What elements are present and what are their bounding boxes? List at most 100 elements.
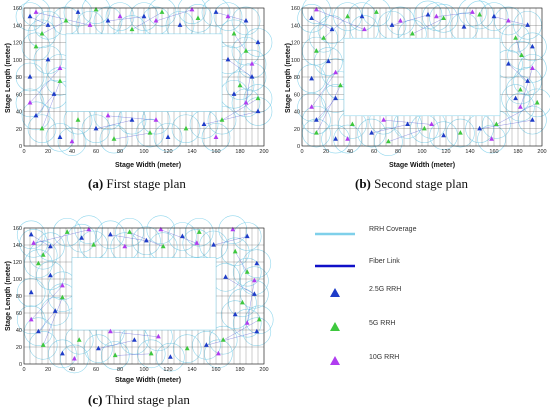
triangle-blue-icon bbox=[330, 288, 340, 297]
axes-frame bbox=[23, 227, 265, 365]
y-tick-label: 120 bbox=[13, 260, 22, 266]
rrh-marker bbox=[254, 328, 260, 334]
legend-label: RRH Coverage bbox=[369, 226, 417, 233]
coverage-circle bbox=[232, 308, 262, 338]
fiber-link bbox=[35, 94, 55, 116]
rrh-marker bbox=[148, 350, 154, 356]
fiber-link bbox=[316, 85, 341, 134]
coverage-circle bbox=[28, 240, 58, 270]
rrh-marker bbox=[156, 333, 161, 339]
rrh-marker bbox=[530, 43, 535, 49]
chart-panel-a: 0 20 40 60 80 100 120 140 160 180 200 0 20 40 60 80 100 1… bbox=[5, 0, 273, 169]
axes-frame bbox=[23, 7, 265, 147]
rrh-marker bbox=[31, 240, 36, 245]
rrh-marker bbox=[252, 277, 257, 283]
rrh-marker bbox=[309, 75, 314, 81]
rrh-marker bbox=[168, 354, 173, 359]
x-tick-label: 0 bbox=[22, 149, 25, 155]
open-area bbox=[65, 33, 223, 112]
rrh-marker bbox=[69, 138, 75, 144]
rrh-marker bbox=[28, 316, 34, 322]
coverage-circle bbox=[518, 105, 547, 135]
x-tick-label: 0 bbox=[22, 367, 25, 373]
coverage-circle bbox=[28, 331, 58, 360]
rrh-marker bbox=[64, 229, 70, 234]
coverage-circle bbox=[477, 124, 506, 154]
fiber-link bbox=[479, 119, 533, 129]
y-tick-label: 60 bbox=[294, 92, 300, 98]
fiber-link bbox=[203, 111, 259, 125]
coverage-circle bbox=[115, 217, 144, 247]
fiber-link bbox=[388, 128, 425, 142]
fiber-link bbox=[98, 340, 135, 349]
rrh-marker bbox=[252, 291, 257, 296]
rrh-marker bbox=[45, 22, 51, 27]
coverage-circle bbox=[172, 334, 202, 363]
fiber-link bbox=[110, 234, 147, 241]
coverage-circle bbox=[232, 222, 262, 251]
y-tick-label: 40 bbox=[16, 328, 22, 334]
rrh-marker bbox=[213, 9, 219, 14]
x-tick-label: 120 bbox=[163, 149, 172, 155]
x-tick-label: 140 bbox=[465, 149, 474, 155]
rrh-marker bbox=[256, 316, 262, 322]
rrh-marker bbox=[213, 134, 219, 139]
rrh-marker bbox=[231, 30, 237, 36]
fiber-link bbox=[227, 59, 253, 78]
fiber-link bbox=[115, 353, 152, 356]
rrh-marker bbox=[329, 26, 335, 32]
rrh-marker bbox=[519, 52, 524, 58]
rrh-marker bbox=[195, 15, 201, 20]
coverage-circle bbox=[522, 88, 550, 118]
rrh-marker bbox=[458, 130, 463, 135]
coverage-circle bbox=[132, 226, 161, 256]
coverage-circle bbox=[24, 249, 53, 279]
coverage-circle bbox=[19, 228, 48, 258]
rrh-marker bbox=[477, 11, 482, 17]
rrh-marker bbox=[79, 235, 84, 240]
y-tick-label: 60 bbox=[16, 311, 22, 317]
rrh-marker bbox=[398, 17, 403, 23]
x-tick-label: 160 bbox=[211, 149, 220, 155]
y-tick-label: 160 bbox=[13, 6, 22, 12]
rrh-marker bbox=[314, 6, 319, 12]
fiber-link bbox=[221, 98, 259, 121]
rrh-marker bbox=[108, 231, 113, 237]
fiber-link bbox=[493, 16, 528, 26]
fiber-link bbox=[213, 236, 248, 246]
fiber-link bbox=[31, 234, 51, 247]
fiber-link bbox=[311, 18, 333, 30]
fiber-link bbox=[29, 68, 61, 103]
x-tick-label: 140 bbox=[187, 149, 196, 155]
coverage-circle bbox=[218, 215, 248, 244]
rrh-marker bbox=[201, 121, 207, 127]
rrh-marker bbox=[333, 95, 338, 101]
rrh-marker bbox=[33, 43, 39, 49]
coverage-circle bbox=[501, 84, 530, 113]
rrh-marker bbox=[345, 136, 350, 141]
legend-item-10g: 10G RRH bbox=[305, 352, 525, 368]
y-tick-label: 80 bbox=[16, 75, 22, 81]
fiber-link bbox=[371, 124, 408, 134]
y-tick-label: 140 bbox=[291, 23, 300, 29]
rrh-marker bbox=[105, 17, 111, 23]
coverage-circle bbox=[146, 215, 176, 244]
caption-a: (a) First stage plan bbox=[88, 176, 186, 191]
fiber-link bbox=[43, 297, 63, 346]
fiber-link bbox=[38, 311, 56, 332]
rrh-marker bbox=[525, 78, 530, 83]
coverage-circle bbox=[100, 341, 130, 370]
fiber-link bbox=[508, 63, 528, 82]
rrh-marker bbox=[27, 13, 33, 19]
rrh-marker bbox=[230, 226, 236, 232]
rrh-marker bbox=[441, 132, 446, 138]
rrh-marker bbox=[530, 65, 535, 70]
coverage-circle bbox=[362, 0, 391, 27]
rrh-marker bbox=[28, 231, 34, 237]
rrh-marker bbox=[96, 345, 101, 351]
rrh-marker bbox=[48, 272, 53, 278]
rrh-marker bbox=[244, 269, 250, 274]
x-tick-label: 200 bbox=[537, 149, 546, 155]
rrh-marker bbox=[132, 337, 137, 342]
fiber-link bbox=[41, 20, 67, 35]
